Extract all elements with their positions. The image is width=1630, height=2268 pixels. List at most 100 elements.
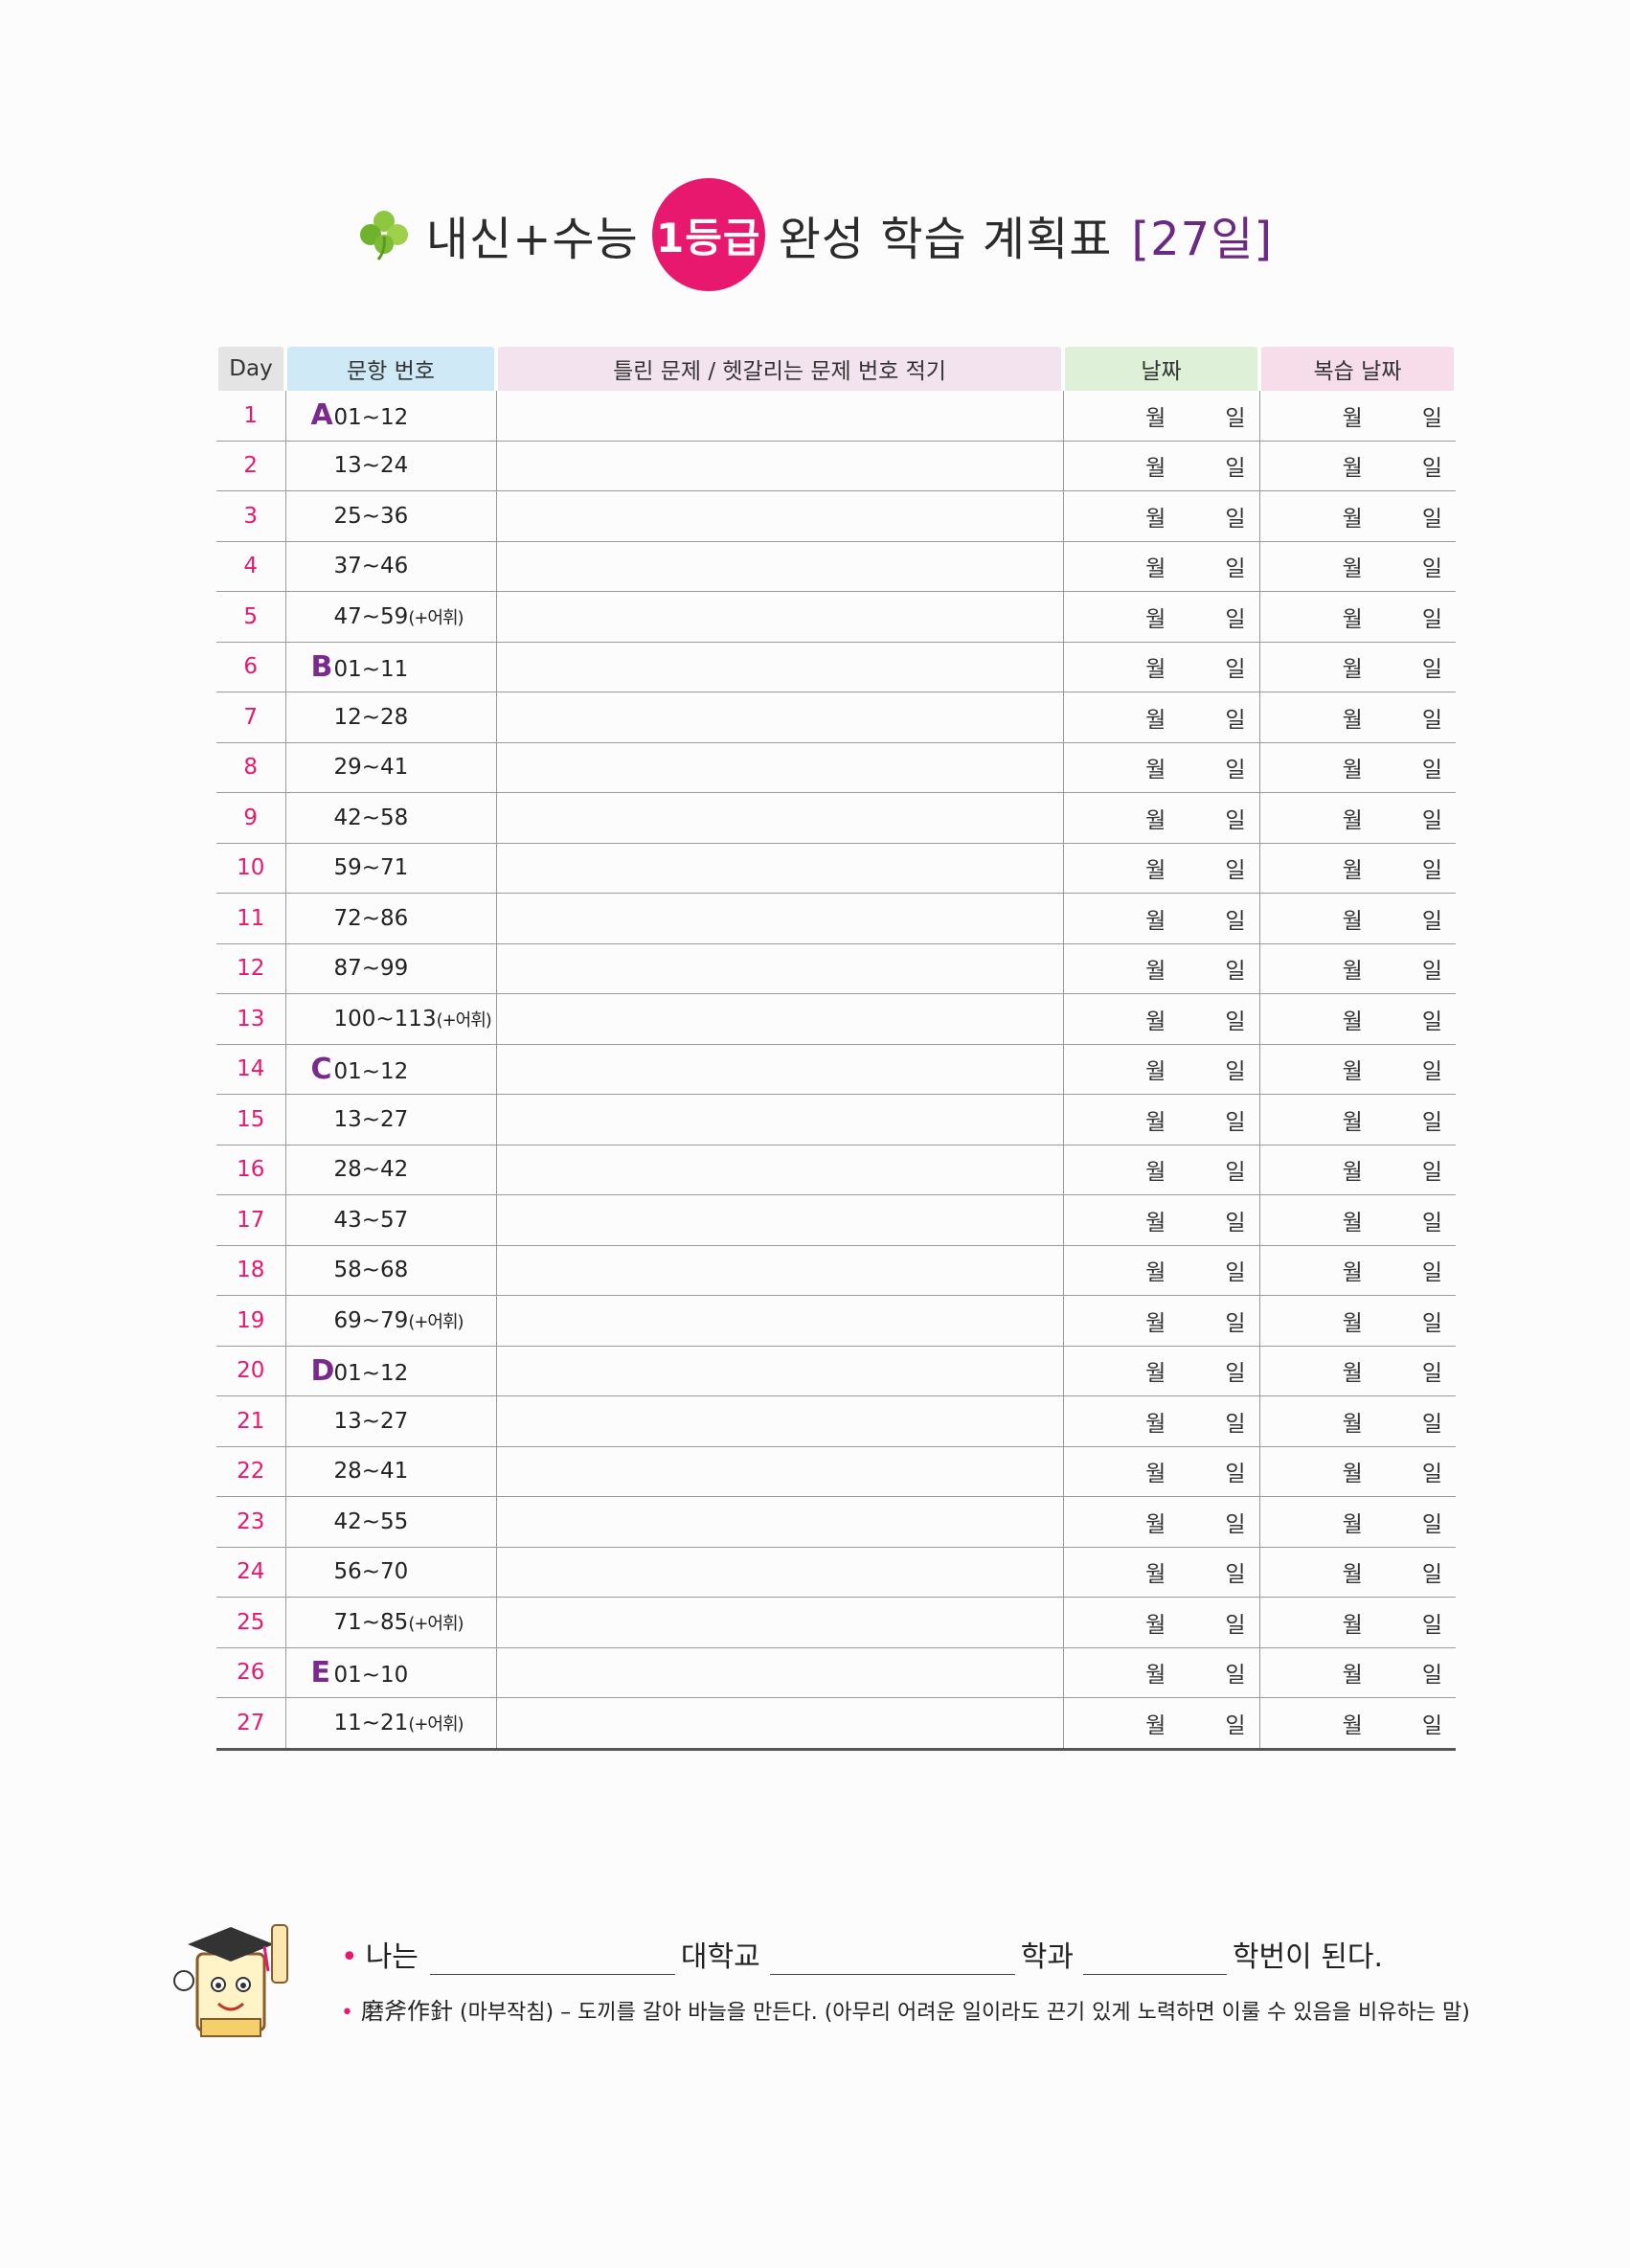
wrong-problems-input[interactable] bbox=[496, 1145, 1064, 1195]
university-blank[interactable] bbox=[429, 1947, 675, 1975]
wrong-problems-input[interactable] bbox=[496, 843, 1064, 894]
wrong-problems-input[interactable] bbox=[496, 792, 1064, 844]
wrong-problems-input[interactable] bbox=[496, 441, 1064, 491]
day-number: 15 bbox=[216, 1094, 286, 1145]
department-blank[interactable] bbox=[769, 1947, 1015, 1975]
wrong-problems-input[interactable] bbox=[496, 1245, 1064, 1296]
wrong-problems-input[interactable] bbox=[496, 742, 1064, 793]
wrong-problems-input[interactable] bbox=[496, 1194, 1064, 1246]
year-blank[interactable] bbox=[1082, 1947, 1227, 1975]
wrong-problems-input[interactable] bbox=[496, 591, 1064, 643]
wrong-problems-input[interactable] bbox=[496, 1547, 1064, 1598]
wrong-problems-input[interactable] bbox=[496, 1044, 1064, 1095]
wrong-problems-input[interactable] bbox=[496, 1496, 1064, 1548]
clover-icon bbox=[359, 211, 408, 261]
wrong-problems-input[interactable] bbox=[496, 1697, 1064, 1751]
wrong-problems-input[interactable] bbox=[496, 893, 1064, 944]
wrong-problems-input[interactable] bbox=[496, 692, 1064, 743]
month-label: 월 bbox=[1145, 1562, 1166, 1588]
title-main: 완성 학습 계획표 bbox=[778, 213, 1113, 266]
wrong-problems-input[interactable] bbox=[496, 1395, 1064, 1447]
wrong-problems-input[interactable] bbox=[496, 1597, 1064, 1648]
wrong-problems-input[interactable] bbox=[496, 391, 1064, 442]
wrong-problems-input[interactable] bbox=[496, 541, 1064, 592]
wrong-problems-input[interactable] bbox=[496, 1094, 1064, 1145]
month-label: 월 bbox=[1342, 807, 1363, 833]
wrong-problems-input[interactable] bbox=[496, 642, 1064, 692]
wrong-problems-input[interactable] bbox=[496, 1446, 1064, 1497]
month-label: 월 bbox=[1342, 1009, 1363, 1034]
vocab-note: (+어휘) bbox=[408, 1713, 464, 1735]
wrong-problems-input[interactable] bbox=[496, 1647, 1064, 1698]
wrong-problems-input[interactable] bbox=[496, 943, 1064, 994]
wrong-problems-input[interactable] bbox=[496, 993, 1064, 1045]
day-number: 10 bbox=[216, 843, 286, 894]
wrong-problems-input[interactable] bbox=[496, 1346, 1064, 1396]
day-label: 일 bbox=[1421, 1411, 1442, 1437]
wrong-problems-input[interactable] bbox=[496, 1295, 1064, 1347]
day-label: 일 bbox=[1421, 1210, 1442, 1236]
wrong-problems-input[interactable] bbox=[496, 490, 1064, 542]
month-label: 월 bbox=[1145, 506, 1166, 532]
